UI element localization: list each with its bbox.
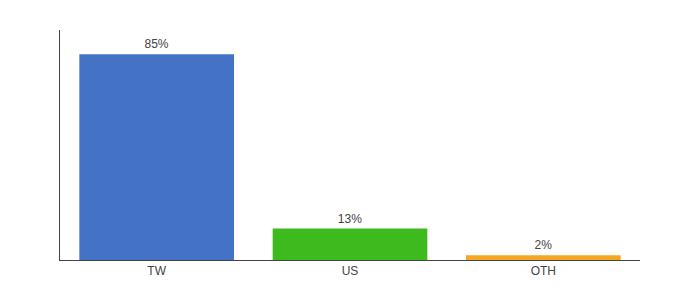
svg-text:TW: TW [147,264,166,278]
svg-text:US: US [342,264,359,278]
svg-text:2%: 2% [534,238,552,252]
svg-text:85%: 85% [144,37,168,51]
svg-text:OTH: OTH [531,264,556,278]
svg-text:13%: 13% [338,212,362,226]
